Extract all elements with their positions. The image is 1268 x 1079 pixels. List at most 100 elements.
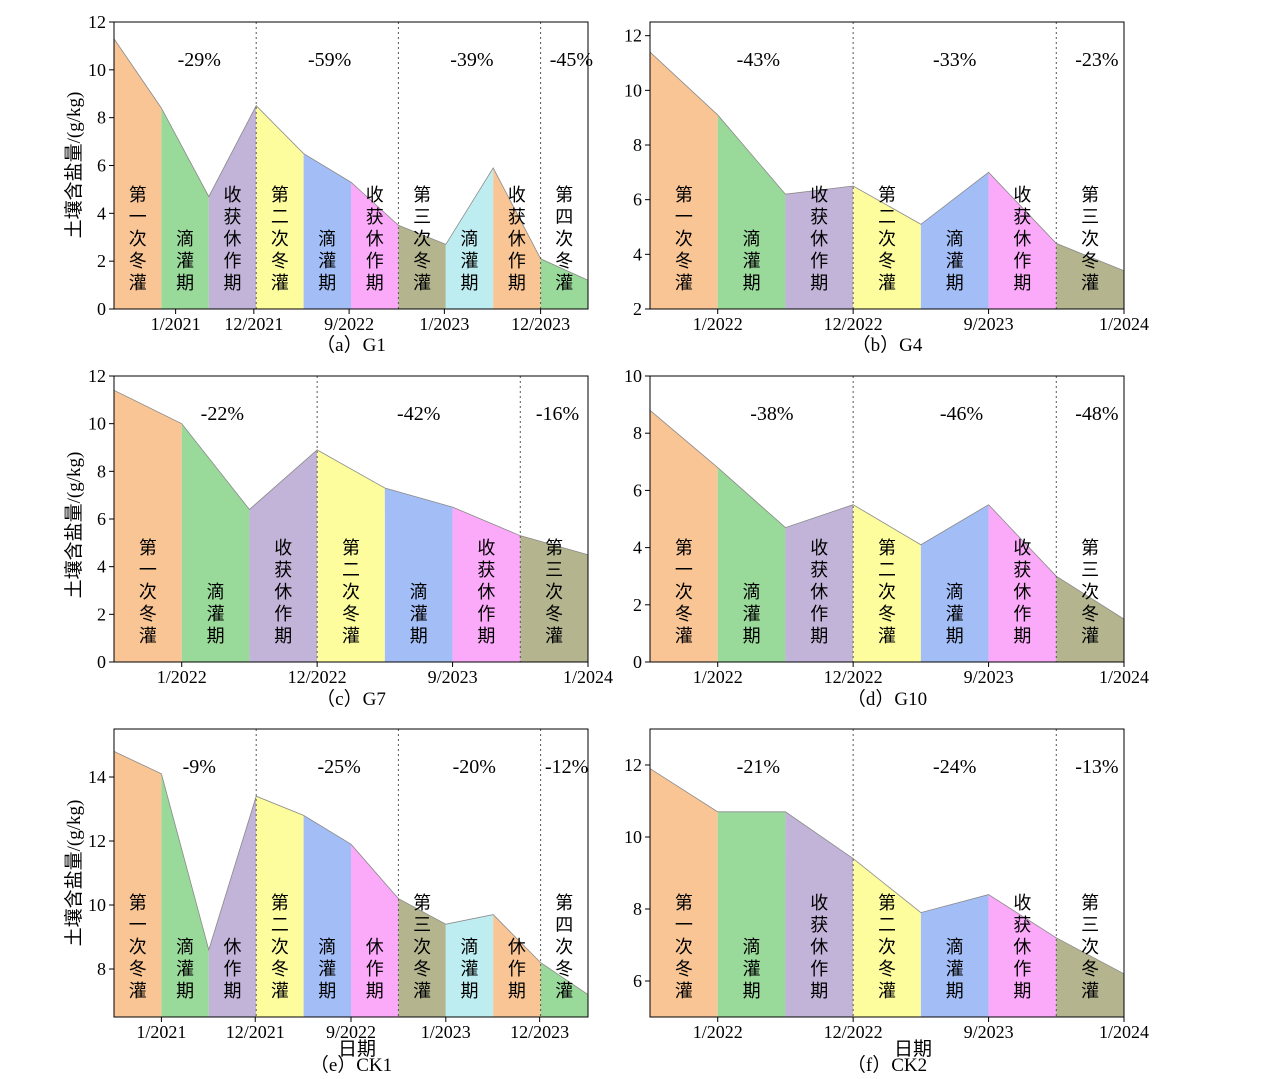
x-tick-label: 9/2023	[964, 1022, 1014, 1042]
segment-label: 第一次冬灌	[139, 538, 157, 646]
panel-caption: （b）G4	[852, 334, 923, 356]
y-tick-label: 8	[97, 959, 106, 979]
y-tick-label: 14	[88, 767, 106, 787]
segment-label: 休作期	[366, 937, 384, 1001]
x-tick-label: 1/2022	[157, 667, 207, 687]
x-tick-label: 1/2023	[419, 314, 469, 334]
panel-f: 第一次冬灌 滴灌期 收获休作期 第二次冬灌 滴灌期 收获休作期 第三次冬灌 -21% -24% -…	[624, 728, 1149, 1076]
segment-label: 收获休作期	[810, 893, 828, 1001]
segment-label: 滴灌期	[318, 229, 336, 293]
segment-label: 第四次冬灌	[555, 185, 573, 293]
y-tick-label: 10	[624, 80, 642, 100]
series-line	[113, 389, 589, 556]
area-segment	[493, 914, 541, 1017]
series-line	[113, 38, 589, 281]
x-tick-label: 1/2024	[1099, 667, 1149, 687]
reduction-label: -25%	[317, 756, 360, 778]
y-tick-label: 4	[97, 557, 106, 577]
segment-label: 滴灌期	[461, 229, 479, 293]
area-segment	[650, 768, 718, 1017]
segment-label: 滴灌期	[461, 937, 479, 1001]
area-segment	[540, 258, 588, 309]
y-tick-label: 10	[624, 827, 642, 847]
x-tick-label: 1/2023	[421, 1022, 471, 1042]
segment-label: 第一次冬灌	[675, 538, 693, 646]
segment-label: 收获休作期	[508, 185, 526, 293]
reduction-label: -23%	[1075, 49, 1118, 71]
reduction-label: -29%	[178, 49, 221, 71]
reduction-label: -42%	[397, 403, 440, 425]
area-segment	[161, 108, 209, 309]
area-segment	[398, 225, 446, 309]
area-segment	[650, 410, 718, 662]
panel-e: 第一次冬灌 滴灌期 休作期 第二次冬灌 滴灌期 休作期 第三次冬灌 滴灌期 休作期 第四次冬灌 -9…	[88, 728, 589, 1076]
segment-label: 滴灌期	[743, 937, 761, 1001]
segment-label: 滴灌期	[743, 582, 761, 646]
segment-label: 第三次冬灌	[413, 185, 431, 293]
segment-label: 第一次冬灌	[675, 185, 693, 293]
area-segment	[114, 751, 162, 1017]
y-tick-label: 4	[97, 203, 106, 223]
area-segment	[493, 167, 541, 309]
segment-label: 收获休作期	[477, 538, 495, 646]
y-tick-label: 12	[88, 366, 106, 386]
reduction-label: -12%	[545, 756, 588, 778]
y-tick-label: 8	[633, 135, 642, 155]
area-segment	[920, 172, 989, 309]
reduction-label: -22%	[201, 403, 244, 425]
reduction-label: -39%	[450, 49, 493, 71]
panel-caption: （f）CK2	[847, 1054, 927, 1076]
y-tick-label: 2	[633, 299, 642, 319]
x-tick-label: 1/2022	[693, 314, 743, 334]
area-segment	[1056, 243, 1124, 309]
x-tick-label: 12/2022	[824, 1022, 883, 1042]
reduction-label: -21%	[737, 756, 780, 778]
segment-label: 第三次冬灌	[1081, 538, 1099, 646]
y-tick-label: 10	[88, 414, 106, 434]
y-tick-label: 6	[633, 190, 642, 210]
x-tick-label: 9/2022	[324, 314, 374, 334]
plot-frame	[649, 21, 1125, 310]
segment-label: 第二次冬灌	[878, 538, 896, 646]
y-tick-label: 2	[97, 251, 106, 271]
area-segment	[988, 172, 1057, 309]
x-tick-label: 9/2023	[964, 667, 1014, 687]
area-segment	[256, 796, 304, 1017]
area-segment	[853, 186, 921, 309]
panel-d: 第一次冬灌 滴灌期 收获休作期 第二次冬灌 滴灌期 收获休作期 第三次冬灌 -38% -46% -…	[624, 366, 1149, 710]
area-segment	[1056, 937, 1124, 1017]
y-tick-label: 6	[97, 509, 106, 529]
x-tick-label: 12/2022	[824, 667, 883, 687]
area-segment	[452, 507, 521, 662]
segment-label: 收获休作期	[810, 538, 828, 646]
y-tick-label: 4	[633, 244, 642, 264]
area-segment	[920, 504, 989, 662]
area-segment	[208, 105, 257, 309]
segment-label: 滴灌期	[410, 582, 428, 646]
y-tick-label: 12	[88, 12, 106, 32]
area-segment	[1056, 576, 1124, 662]
segment-label: 滴灌期	[743, 229, 761, 293]
reduction-label: -59%	[308, 49, 351, 71]
segment-label: 休作期	[508, 937, 526, 1001]
x-tick-label: 9/2023	[964, 314, 1014, 334]
x-tick-label: 12/2023	[511, 314, 570, 334]
y-tick-label: 0	[633, 652, 642, 672]
area-segment	[717, 811, 786, 1017]
y-tick-label: 8	[633, 899, 642, 919]
area-segment	[717, 114, 786, 309]
area-segment	[650, 52, 718, 310]
reduction-label: -20%	[453, 756, 496, 778]
x-tick-label: 1/2024	[563, 667, 613, 687]
series-line	[113, 751, 589, 995]
area-segment	[540, 962, 588, 1017]
series-line	[649, 51, 1125, 272]
area-segment	[317, 449, 385, 662]
plot-frame	[649, 728, 1125, 1018]
segment-label: 第一次冬灌	[675, 893, 693, 1001]
area-segment	[303, 815, 351, 1017]
x-tick-label: 1/2024	[1099, 314, 1149, 334]
area-segment	[181, 423, 250, 662]
area-segment	[249, 449, 318, 662]
y-tick-label: 0	[97, 299, 106, 319]
